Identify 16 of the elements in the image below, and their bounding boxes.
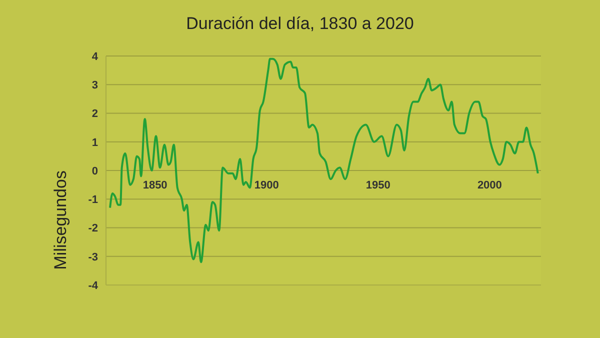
- y-tick-label: -3: [88, 251, 98, 264]
- y-tick-label: 0: [92, 165, 98, 178]
- y-tick-label: 1: [92, 136, 98, 149]
- y-tick-label: -2: [88, 222, 98, 235]
- y-tick-label: 2: [92, 108, 98, 120]
- x-tick-label: 1900: [254, 180, 279, 192]
- x-tick-label: 2000: [477, 180, 502, 192]
- x-tick-label: 1850: [142, 180, 168, 192]
- y-tick-label: 4: [92, 50, 99, 63]
- x-tick-label: 1950: [366, 180, 390, 192]
- y-tick-label: -4: [88, 280, 99, 292]
- y-tick-label: -1: [88, 194, 98, 206]
- chart-title: Duración del día, 1830 a 2020: [185, 14, 415, 34]
- line-series: [109, 58, 539, 264]
- y-tick-label: 3: [92, 80, 98, 92]
- y-axis-title: Milisegundos: [51, 170, 70, 270]
